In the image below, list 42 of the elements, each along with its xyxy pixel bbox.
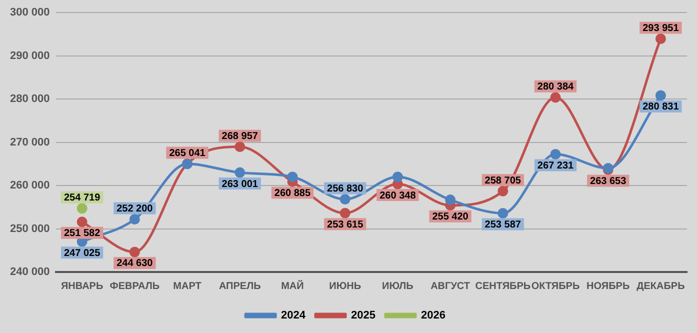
y-tick-label: 260 000 bbox=[10, 180, 50, 192]
x-tick-label: МАЙ bbox=[281, 278, 304, 292]
x-tick-label: ИЮЛЬ bbox=[382, 280, 414, 292]
x-tick-label: ЯНВАРЬ bbox=[60, 280, 104, 292]
x-tick-label: ФЕВРАЛЬ bbox=[110, 280, 160, 292]
data-label: 244 630 bbox=[116, 258, 154, 270]
y-tick-label: 290 000 bbox=[10, 50, 50, 62]
data-label: 260 885 bbox=[274, 188, 311, 199]
data-label: 263 001 bbox=[222, 178, 258, 190]
data-label: 293 951 bbox=[642, 23, 680, 34]
y-tick-label: 300 000 bbox=[10, 6, 50, 19]
data-label: 255 420 bbox=[432, 212, 469, 223]
data-label: 260 348 bbox=[380, 190, 416, 202]
x-tick-label: СЕНТЯБРЬ bbox=[475, 280, 531, 292]
y-tick-label: 280 000 bbox=[10, 93, 50, 106]
data-label: 247 025 bbox=[64, 248, 101, 259]
y-tick-label: 270 000 bbox=[10, 136, 50, 148]
y-tick-label: 250 000 bbox=[10, 222, 50, 235]
data-label: 256 830 bbox=[327, 183, 364, 194]
data-label: 263 653 bbox=[590, 176, 627, 187]
y-tick-label: 240 000 bbox=[10, 266, 50, 278]
data-label: 280 831 bbox=[642, 102, 680, 113]
legend-label: 2024 bbox=[281, 310, 306, 322]
data-label: 280 384 bbox=[537, 82, 574, 93]
data-label: 268 957 bbox=[222, 131, 258, 142]
data-label: 251 582 bbox=[64, 228, 101, 240]
data-label: 252 200 bbox=[116, 204, 154, 215]
x-tick-label: АПРЕЛЬ bbox=[218, 280, 261, 292]
x-tick-label: ОКТЯБРЬ bbox=[531, 280, 580, 292]
data-label: 253 615 bbox=[327, 219, 364, 230]
legend-label: 2026 bbox=[420, 310, 446, 322]
x-tick-label: МАРТ bbox=[173, 280, 202, 292]
x-tick-label: НОЯБРЬ bbox=[586, 280, 630, 292]
data-label: 253 587 bbox=[484, 220, 522, 231]
x-tick-label: ИЮНЬ bbox=[329, 280, 362, 292]
legend-label: 2025 bbox=[351, 310, 376, 322]
x-tick-label: АВГУСТ bbox=[430, 280, 470, 292]
data-label: 258 705 bbox=[484, 175, 522, 186]
data-label: 267 231 bbox=[537, 160, 574, 172]
data-label: 254 719 bbox=[64, 192, 101, 204]
x-tick-label: ДЕКАБРЬ bbox=[636, 280, 685, 292]
data-label: 265 041 bbox=[169, 148, 206, 159]
